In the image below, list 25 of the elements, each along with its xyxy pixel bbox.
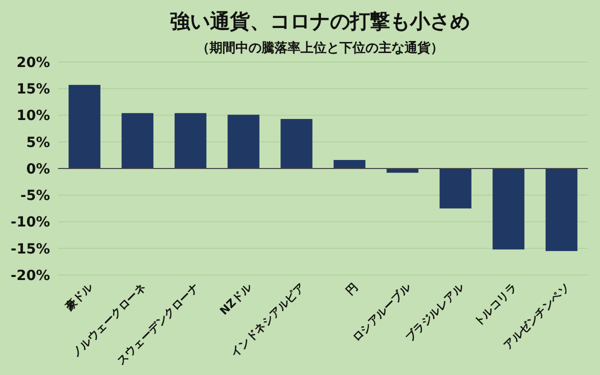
x-tick-label: NZドル xyxy=(217,280,256,318)
y-tick-label: 15% xyxy=(16,82,50,98)
bar xyxy=(334,160,366,168)
y-tick-label: 10% xyxy=(16,108,50,124)
bar xyxy=(492,168,524,250)
y-tick-label: -15% xyxy=(10,241,50,258)
bar xyxy=(122,113,154,168)
y-tick-label: -20% xyxy=(10,268,50,284)
chart-title: 強い通貨、コロナの打撃も小さめ xyxy=(170,9,470,33)
x-tick-label: トルコリラ xyxy=(471,280,520,329)
y-tick-label: -10% xyxy=(10,214,50,231)
bar xyxy=(68,84,100,168)
y-tick-label: 5% xyxy=(26,134,50,151)
x-tick-label: 豪ドル xyxy=(62,280,96,314)
y-tick-label: 0% xyxy=(26,161,50,178)
bar xyxy=(386,168,418,173)
bar xyxy=(174,113,206,168)
y-tick-label: 20% xyxy=(16,54,50,71)
y-tick-label: -5% xyxy=(20,188,50,204)
bar xyxy=(280,118,312,168)
bar xyxy=(546,168,578,252)
bar xyxy=(228,114,260,168)
bar xyxy=(440,168,472,208)
x-tick-label: 円 xyxy=(343,280,360,298)
chart-subtitle: （期間中の騰落率上位と下位の主な通貨） xyxy=(196,40,444,56)
